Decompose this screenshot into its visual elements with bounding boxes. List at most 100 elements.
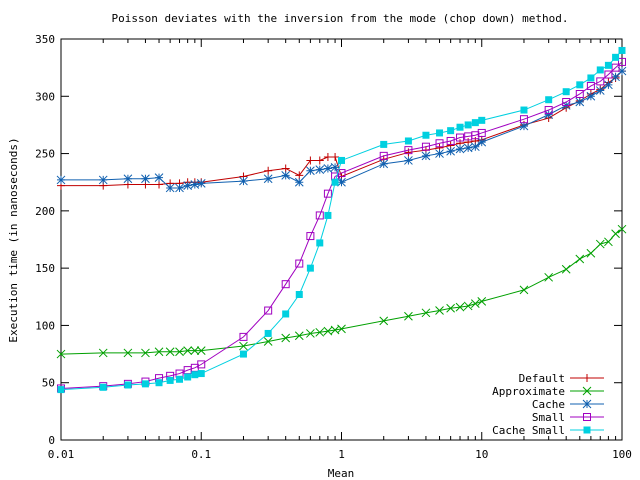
data-point bbox=[519, 285, 529, 295]
data-point bbox=[562, 98, 571, 107]
data-point bbox=[421, 142, 430, 151]
data-point bbox=[315, 327, 325, 337]
data-point bbox=[141, 174, 150, 184]
x-tick-label: 0.1 bbox=[191, 448, 211, 461]
data-point bbox=[595, 86, 605, 95]
data-point bbox=[183, 346, 193, 355]
y-tick-label: 0 bbox=[48, 434, 55, 447]
data-point bbox=[478, 116, 486, 124]
x-tick-label: 1 bbox=[338, 448, 345, 461]
series-cache-small bbox=[57, 46, 626, 394]
data-point bbox=[184, 373, 192, 381]
y-tick-label: 50 bbox=[42, 377, 55, 390]
series-line bbox=[60, 61, 623, 389]
data-point bbox=[519, 115, 528, 124]
data-point bbox=[263, 174, 273, 184]
data-point bbox=[561, 264, 571, 274]
data-point bbox=[324, 211, 332, 219]
data-point bbox=[123, 348, 133, 358]
legend-label: Approximate bbox=[492, 385, 565, 398]
data-point bbox=[617, 224, 627, 234]
data-point bbox=[463, 143, 473, 153]
data-point bbox=[141, 348, 150, 358]
data-point bbox=[446, 146, 455, 156]
y-tick-label: 200 bbox=[35, 205, 55, 218]
series-line bbox=[60, 228, 623, 355]
data-point bbox=[595, 239, 605, 249]
data-point bbox=[436, 129, 444, 137]
data-point bbox=[124, 381, 132, 389]
data-point bbox=[544, 272, 554, 282]
data-point bbox=[519, 121, 529, 131]
data-point bbox=[604, 61, 612, 69]
data-point bbox=[477, 297, 487, 306]
data-point bbox=[337, 324, 346, 334]
data-point bbox=[575, 97, 585, 107]
data-point bbox=[183, 181, 193, 191]
data-point bbox=[323, 189, 332, 198]
data-point bbox=[611, 72, 620, 82]
y-tick-label: 350 bbox=[35, 33, 55, 46]
data-point bbox=[323, 164, 333, 173]
data-point bbox=[176, 375, 184, 383]
data-point bbox=[455, 144, 465, 154]
data-point bbox=[281, 333, 291, 343]
data-point bbox=[239, 176, 248, 186]
data-point bbox=[263, 337, 273, 346]
chart-title: Poisson deviates with the inversion from… bbox=[112, 12, 569, 25]
data-point bbox=[435, 149, 444, 158]
data-point bbox=[446, 303, 455, 313]
data-point bbox=[583, 374, 591, 382]
data-point bbox=[618, 57, 626, 66]
legend-label: Cache Small bbox=[492, 424, 565, 437]
data-point bbox=[380, 140, 388, 148]
data-point bbox=[239, 350, 247, 358]
data-point bbox=[155, 379, 163, 387]
data-point bbox=[191, 371, 199, 379]
data-point bbox=[618, 46, 626, 54]
y-tick-label: 250 bbox=[35, 148, 55, 161]
data-point bbox=[583, 413, 591, 421]
data-point bbox=[463, 301, 473, 311]
data-point bbox=[435, 139, 444, 148]
data-point bbox=[165, 183, 175, 193]
data-point bbox=[294, 331, 304, 341]
y-axis: 0 50 100 150 200 250 300 350 bbox=[35, 33, 622, 447]
data-point bbox=[421, 151, 431, 161]
data-point bbox=[604, 70, 613, 79]
series-line bbox=[61, 70, 623, 187]
data-point bbox=[422, 131, 430, 139]
data-point bbox=[471, 119, 479, 127]
data-point bbox=[281, 280, 290, 289]
data-point bbox=[582, 386, 592, 396]
data-point bbox=[190, 346, 200, 355]
data-point bbox=[435, 306, 444, 315]
data-point bbox=[306, 232, 315, 241]
data-point bbox=[404, 146, 413, 155]
series-line bbox=[60, 50, 623, 391]
data-point bbox=[294, 177, 304, 187]
data-point bbox=[470, 142, 480, 152]
data-point bbox=[154, 173, 164, 182]
data-point bbox=[404, 311, 413, 321]
legend-label: Small bbox=[532, 411, 565, 424]
data-point bbox=[586, 81, 595, 90]
legend-item: Small bbox=[532, 411, 604, 424]
data-point bbox=[196, 179, 206, 188]
data-point bbox=[471, 131, 480, 140]
data-point bbox=[338, 156, 345, 164]
data-point bbox=[295, 259, 304, 268]
data-point bbox=[596, 66, 604, 74]
data-point bbox=[562, 88, 570, 96]
legend-item: Approximate bbox=[492, 385, 604, 398]
legend-label: Default bbox=[519, 372, 565, 385]
series-small bbox=[57, 57, 626, 393]
data-point bbox=[306, 329, 315, 338]
data-point bbox=[331, 153, 340, 162]
data-point bbox=[154, 347, 164, 357]
x-axis-label: Mean bbox=[328, 467, 355, 480]
data-point bbox=[197, 370, 205, 378]
data-point bbox=[604, 237, 613, 247]
